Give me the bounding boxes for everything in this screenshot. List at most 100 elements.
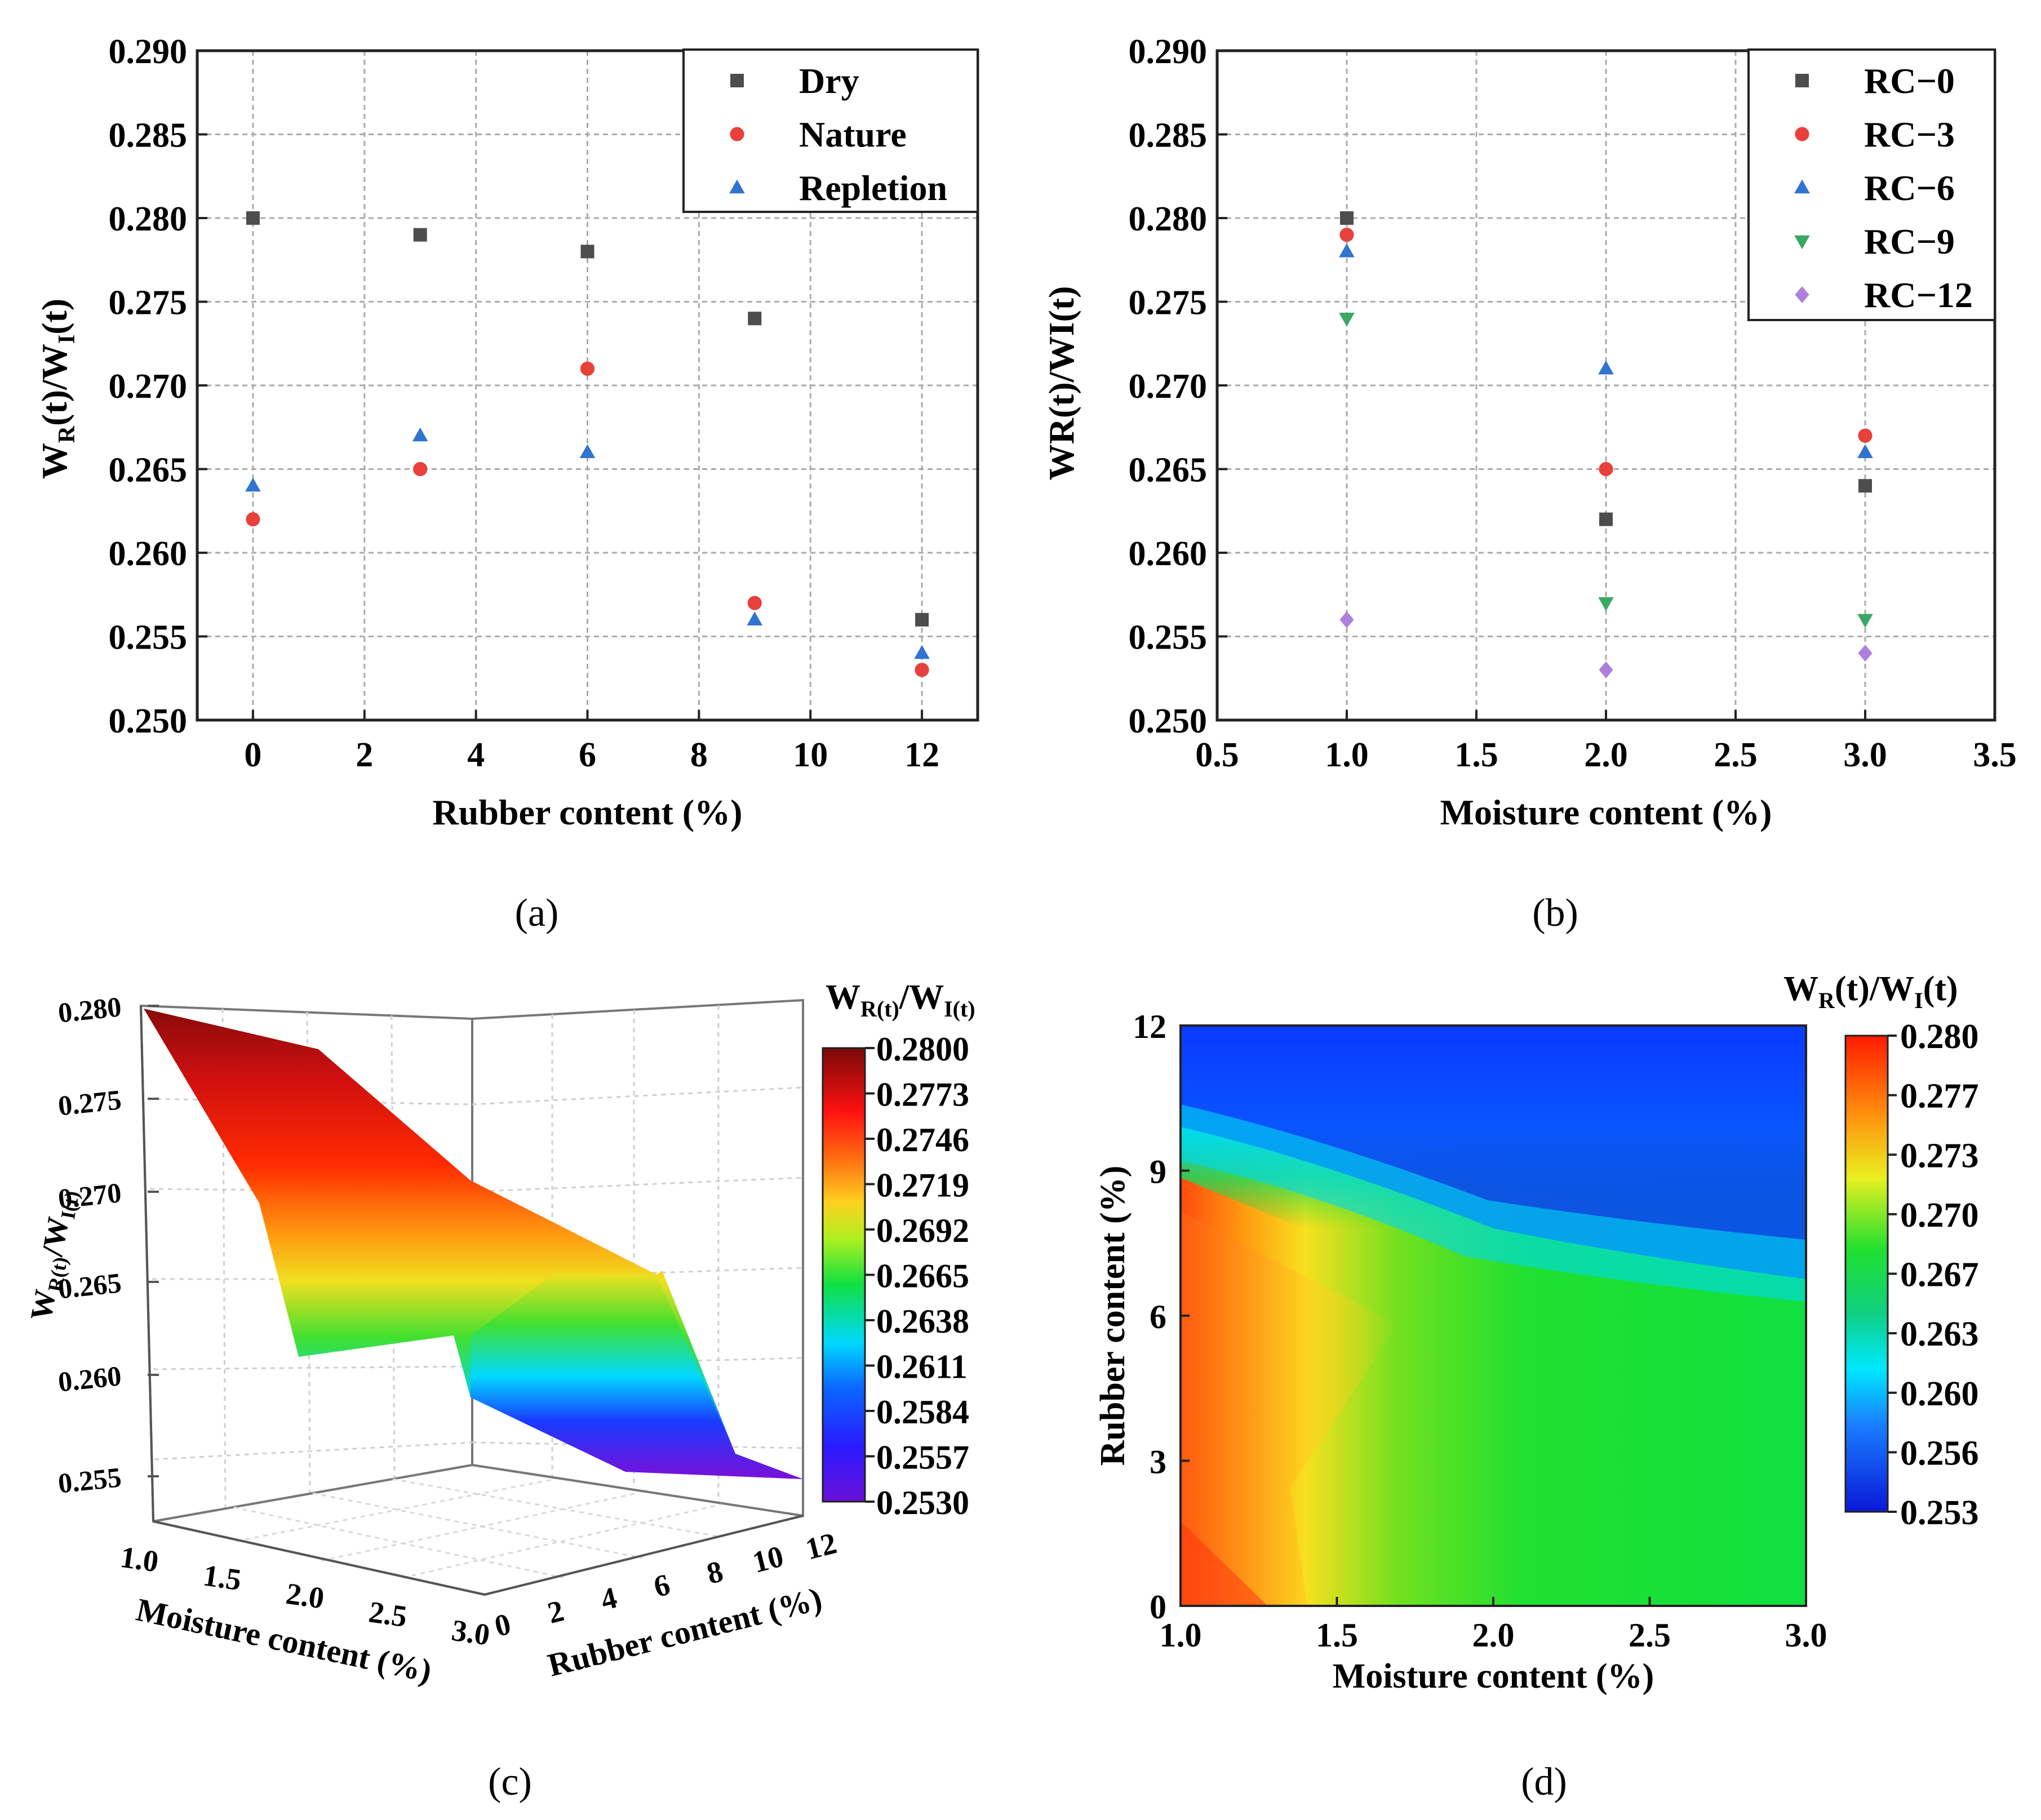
colorbar-tick-label: 0.256 [1900, 1434, 1979, 1472]
data-point-RC−12 [1599, 661, 1613, 678]
z-tick-label: 0.280 [56, 991, 123, 1028]
panel-d: 1.0 1.5 2.0 2.5 3.0 0 3 6 9 12 Moisture content (… [1094, 970, 1979, 1804]
y-tick-label: 0 [1150, 1588, 1166, 1626]
colorbar-tick-label: 0.2800 [876, 1031, 969, 1068]
y-tick-label: 0.250 [109, 702, 188, 740]
y-tick-label: 12 [802, 1526, 840, 1566]
x-tick-labels: 1.0 1.5 2.0 2.5 3.0 [118, 1540, 492, 1652]
z-tick-label: 0.255 [56, 1461, 123, 1499]
data-point-RC−9 [1598, 597, 1614, 611]
data-point-RC−9 [1339, 313, 1355, 327]
x-tick-label: 10 [793, 736, 828, 774]
panel-a: 0.250 0.255 0.260 0.265 0.270 0.275 0.280 0.285… [34, 33, 979, 935]
data-point-Nature [246, 512, 260, 527]
d-colorbar-ticks: 0.280 0.277 0.273 0.270 0.267 0.263 0.260 0.256… [1888, 1018, 1979, 1532]
data-point-RC−12 [1858, 645, 1873, 662]
data-point-Repletion [245, 477, 261, 492]
y-tick-labels: 0 2 4 6 8 10 12 [491, 1526, 840, 1643]
x-tick-label: 1.5 [1316, 1617, 1358, 1654]
y-axis-label: WR(t)/WI(t) [1041, 286, 1081, 481]
colorbar-tick-label: 0.2584 [876, 1393, 969, 1431]
data-point-Dry [246, 211, 260, 225]
y-tick-label: 0.270 [1129, 367, 1208, 406]
y-tick-label: 0.290 [1129, 33, 1208, 71]
c-colorbar [822, 1047, 866, 1503]
y-tick-label: 0.270 [109, 367, 188, 406]
d-colorbar [1844, 1035, 1889, 1513]
panel-label-c: (c) [488, 1760, 532, 1804]
data-point-Nature [580, 361, 595, 376]
legend-marker-RC−6 [1794, 179, 1810, 194]
y-tick-label: 0.280 [109, 200, 188, 238]
y-tick-label: 6 [650, 1567, 673, 1604]
colorbar-tick-label: 0.2773 [876, 1076, 969, 1113]
data-point-Dry [915, 612, 929, 627]
data-point-Repletion [747, 611, 763, 625]
x-axis [153, 1520, 485, 1596]
data-point-RC−12 [1339, 611, 1354, 628]
legend-label-RC−0: RC−0 [1864, 61, 1955, 101]
x-tick-label: 3.0 [450, 1613, 492, 1652]
surface-right [471, 1273, 803, 1479]
colorbar-tick-label: 0.260 [1900, 1375, 1979, 1413]
y-tick-label: 8 [703, 1554, 726, 1591]
y-axis-label-part: (t)/W [34, 344, 74, 426]
legend-marker-RC−9 [1794, 235, 1810, 250]
legend-label-Nature: Nature [799, 114, 907, 154]
y-tick-label: 0.290 [109, 33, 188, 71]
z-tick-label: 0.265 [56, 1267, 123, 1304]
data-point-Nature [413, 461, 428, 477]
colorbar-tick-label: 0.2638 [876, 1303, 969, 1340]
c-zlabel: WR(t)/WI(t) [24, 1187, 83, 1324]
y-axis-label-part: (t) [34, 299, 74, 335]
data-point-Nature [747, 596, 762, 610]
y-axis-label: WR(t)/WI(t) [34, 299, 80, 479]
y-tick-label: 9 [1150, 1153, 1166, 1191]
z-tick-label: 0.275 [56, 1084, 123, 1121]
y-tick-label: 0.255 [109, 619, 188, 657]
y-tick-label: 0.280 [1129, 200, 1208, 238]
heatmap-image [1181, 1026, 1806, 1606]
y-tick-label: 0.250 [1129, 702, 1208, 740]
colorbar-tick-label: 0.2719 [876, 1167, 969, 1204]
x-axis-label: Moisture content (%) [1440, 792, 1772, 832]
x-tick-label: 1.5 [1454, 736, 1498, 774]
y-tick-label: 0.285 [109, 117, 188, 155]
x-tick-label: 12 [904, 736, 939, 774]
legend-marker-RC−3 [1795, 127, 1809, 141]
data-point-RC−3 [1858, 428, 1873, 443]
colorbar-tick-label: 0.2557 [876, 1439, 969, 1476]
y-tick-label: 0.255 [1129, 619, 1208, 657]
y-tick-label: 0.265 [109, 451, 188, 490]
colorbar-tick-label: 0.280 [1900, 1018, 1979, 1056]
y-tick-label: 6 [1150, 1298, 1166, 1335]
legend-marker-RC−12 [1795, 286, 1809, 303]
y-axis-label-part: W [34, 443, 74, 479]
z-axis [140, 1005, 154, 1522]
c-ylabel: Rubber content (%) [544, 1580, 826, 1684]
y-tick-label: 0.260 [109, 535, 188, 573]
panel-c: 0.255 0.260 0.265 0.270 0.275 0.280 1.0 1.5 2.0… [24, 978, 975, 1804]
x-tick-label: 2 [356, 736, 373, 774]
z-tick-label: 0.270 [56, 1177, 123, 1214]
legend-label-RC−9: RC−9 [1864, 221, 1955, 261]
data-point-RC−0 [1340, 211, 1354, 225]
data-point-Nature [915, 663, 929, 677]
panel-b: 0.250 0.255 0.260 0.265 0.270 0.275 0.280 0.285… [1041, 33, 2017, 935]
data-point-Repletion [579, 444, 596, 458]
d-colorbar-title: WR(t)/WI(t) [1783, 970, 1958, 1013]
colorbar-tick-label: 0.2746 [876, 1121, 969, 1158]
legend-marker-Nature [730, 127, 744, 141]
legend-marker-Repletion [729, 179, 745, 194]
c-colorbar-ticks: 0.2800 0.2773 0.2746 0.2719 0.2692 0.2665 0.26… [865, 1031, 969, 1521]
y-tick-label: 0.265 [1129, 451, 1208, 490]
y-axis [484, 1515, 804, 1596]
legend-label-RC−6: RC−6 [1864, 168, 1955, 208]
x-tick-label: 0.5 [1195, 736, 1239, 774]
y-tick-label: 0.285 [1129, 117, 1208, 155]
y-tick-label: 10 [749, 1539, 787, 1579]
data-point-RC−3 [1339, 228, 1354, 242]
x-tick-label: 3.0 [1843, 736, 1887, 774]
panel-label: (b) [1532, 891, 1578, 935]
